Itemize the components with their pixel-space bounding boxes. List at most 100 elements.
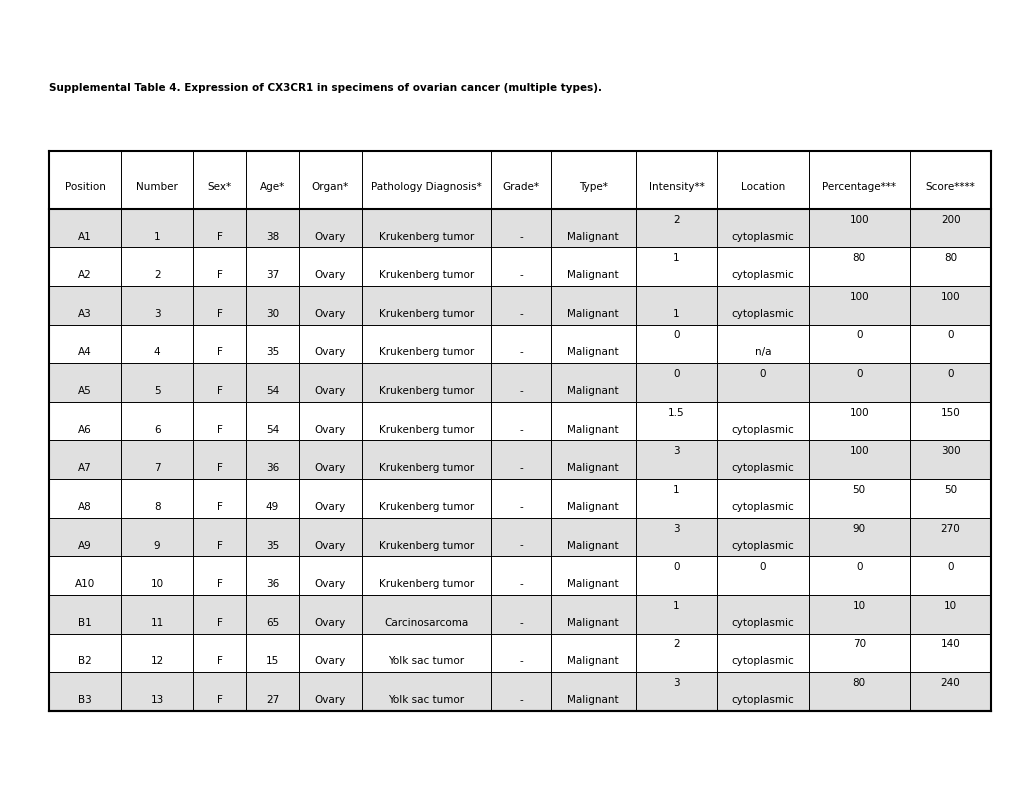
Text: Yolk sac tumor: Yolk sac tumor <box>388 695 464 705</box>
Text: Malignant: Malignant <box>567 618 619 628</box>
Text: 0: 0 <box>673 330 679 340</box>
Text: 1: 1 <box>673 253 679 263</box>
Text: 100: 100 <box>849 446 868 456</box>
Text: 0: 0 <box>759 369 765 379</box>
Text: Krukenberg tumor: Krukenberg tumor <box>378 232 474 242</box>
Text: cytoplasmic: cytoplasmic <box>731 502 794 512</box>
Text: -: - <box>519 386 523 396</box>
Text: Malignant: Malignant <box>567 541 619 551</box>
Text: A10: A10 <box>74 579 95 589</box>
Text: 0: 0 <box>947 562 953 572</box>
Text: 10: 10 <box>943 600 956 611</box>
Bar <box>49 440 990 479</box>
Text: 0: 0 <box>759 562 765 572</box>
Text: A3: A3 <box>78 309 92 319</box>
Text: Ovary: Ovary <box>314 656 345 667</box>
Text: Krukenberg tumor: Krukenberg tumor <box>378 270 474 281</box>
Text: Score****: Score**** <box>925 182 974 192</box>
Text: 1: 1 <box>673 309 679 319</box>
Text: 1: 1 <box>673 485 679 495</box>
Text: Location: Location <box>740 182 785 192</box>
Text: 3: 3 <box>673 678 679 688</box>
Text: -: - <box>519 695 523 705</box>
Text: B3: B3 <box>78 695 92 705</box>
Text: A6: A6 <box>78 425 92 435</box>
Text: Percentage***: Percentage*** <box>821 182 896 192</box>
Text: -: - <box>519 541 523 551</box>
Text: 27: 27 <box>266 695 279 705</box>
Text: F: F <box>216 502 222 512</box>
Bar <box>49 286 990 325</box>
Text: Ovary: Ovary <box>314 618 345 628</box>
Text: Age*: Age* <box>260 182 285 192</box>
Text: Grade*: Grade* <box>502 182 539 192</box>
Text: -: - <box>519 656 523 667</box>
Text: 54: 54 <box>266 425 279 435</box>
Text: 7: 7 <box>154 463 160 474</box>
Text: Ovary: Ovary <box>314 425 345 435</box>
Text: Pathology Diagnosis*: Pathology Diagnosis* <box>371 182 481 192</box>
Text: A7: A7 <box>78 463 92 474</box>
Text: Supplemental Table 4. Expression of CX3CR1 in specimens of ovarian cancer (multi: Supplemental Table 4. Expression of CX3C… <box>49 83 601 93</box>
Text: cytoplasmic: cytoplasmic <box>731 270 794 281</box>
Text: F: F <box>216 541 222 551</box>
Text: -: - <box>519 270 523 281</box>
Text: 100: 100 <box>849 407 868 418</box>
Text: n/a: n/a <box>754 348 770 358</box>
Text: 5: 5 <box>154 386 160 396</box>
Text: 35: 35 <box>266 541 279 551</box>
Text: 11: 11 <box>151 618 164 628</box>
Text: 240: 240 <box>940 678 960 688</box>
Text: 6: 6 <box>154 425 160 435</box>
Bar <box>49 518 990 556</box>
Text: 0: 0 <box>673 562 679 572</box>
Text: Krukenberg tumor: Krukenberg tumor <box>378 425 474 435</box>
Text: 0: 0 <box>673 369 679 379</box>
Text: F: F <box>216 618 222 628</box>
Text: 3: 3 <box>154 309 160 319</box>
Text: -: - <box>519 348 523 358</box>
Bar <box>49 209 990 247</box>
Text: cytoplasmic: cytoplasmic <box>731 463 794 474</box>
Text: F: F <box>216 463 222 474</box>
Text: Malignant: Malignant <box>567 463 619 474</box>
Text: -: - <box>519 309 523 319</box>
Text: F: F <box>216 309 222 319</box>
Text: -: - <box>519 618 523 628</box>
Text: 3: 3 <box>673 446 679 456</box>
Bar <box>49 672 990 711</box>
Bar <box>49 363 990 402</box>
Text: Sex*: Sex* <box>208 182 231 192</box>
Text: F: F <box>216 348 222 358</box>
Text: cytoplasmic: cytoplasmic <box>731 541 794 551</box>
Text: 37: 37 <box>266 270 279 281</box>
Text: B1: B1 <box>78 618 92 628</box>
Text: 35: 35 <box>266 348 279 358</box>
Text: Krukenberg tumor: Krukenberg tumor <box>378 502 474 512</box>
Text: A2: A2 <box>78 270 92 281</box>
Text: Type*: Type* <box>579 182 607 192</box>
Text: A5: A5 <box>78 386 92 396</box>
Bar <box>49 595 990 634</box>
Text: 2: 2 <box>673 639 679 649</box>
Text: Malignant: Malignant <box>567 386 619 396</box>
Text: Ovary: Ovary <box>314 463 345 474</box>
Text: Carcinosarcoma: Carcinosarcoma <box>384 618 468 628</box>
Text: 12: 12 <box>151 656 164 667</box>
Text: 0: 0 <box>855 369 862 379</box>
Text: 15: 15 <box>266 656 279 667</box>
Text: cytoplasmic: cytoplasmic <box>731 232 794 242</box>
Text: Organ*: Organ* <box>312 182 348 192</box>
Text: Malignant: Malignant <box>567 348 619 358</box>
Text: Krukenberg tumor: Krukenberg tumor <box>378 579 474 589</box>
Text: 80: 80 <box>943 253 956 263</box>
Text: F: F <box>216 386 222 396</box>
Text: A8: A8 <box>78 502 92 512</box>
Text: F: F <box>216 232 222 242</box>
Text: 200: 200 <box>940 214 960 225</box>
Text: cytoplasmic: cytoplasmic <box>731 656 794 667</box>
Bar <box>49 556 990 595</box>
Text: 80: 80 <box>852 678 865 688</box>
Text: 90: 90 <box>852 523 865 533</box>
Bar <box>49 151 990 209</box>
